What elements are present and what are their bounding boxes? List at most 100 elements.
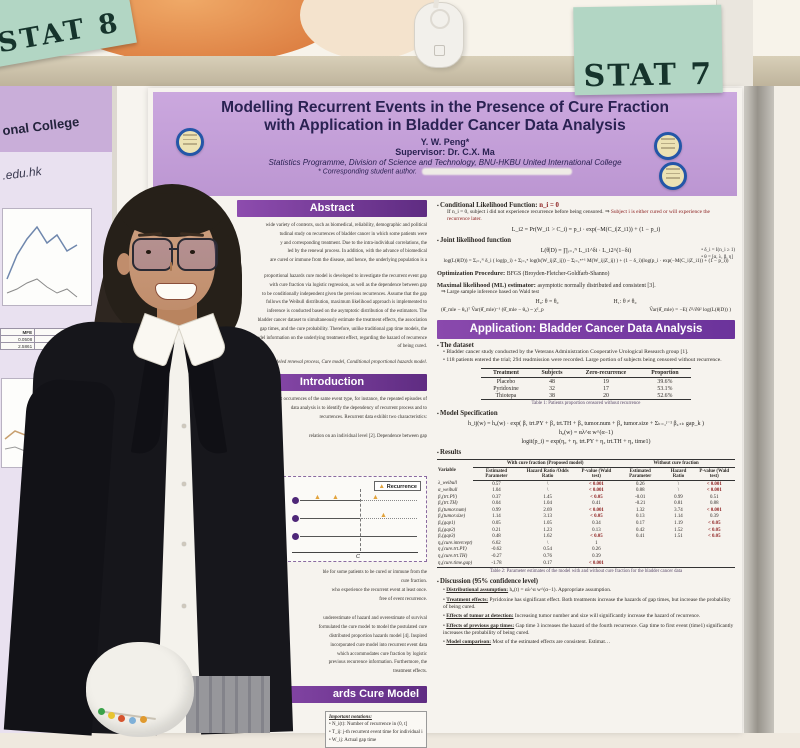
- wald-formulas-row: (θ̂_mle − θ₀)ᵀ V̂ar(θ̂_mle)⁻¹ (θ̂_mle − …: [437, 307, 735, 313]
- hazard-model-formula: h_ij(w) = h₀(w) · exp( β₁ trt.PY + β₂ tr…: [467, 421, 705, 428]
- discussion-item: Treatment effects: Pyridoxine has signif…: [443, 597, 735, 611]
- optimization-procedure: Optimization Procedure: BFGS (Broyden-Fl…: [437, 269, 610, 277]
- text-line: incorporated cure model into recurrent e…: [330, 642, 427, 648]
- recurrence-figure: ▲ Recurrence ▲ ▲ ▲ ▲ C: [283, 476, 427, 563]
- table2-caption: Table 2: Parameter estimates of the mode…: [489, 568, 683, 574]
- table1-patients: Treatment Subjects Zero-recurrence Propo…: [481, 368, 691, 401]
- bracelet-bead: [140, 716, 147, 723]
- shirt-button: [182, 424, 186, 428]
- timeline-dotted: [361, 518, 417, 520]
- device-ring-icon: [430, 9, 450, 29]
- section-header-introduction: Introduction: [237, 373, 427, 391]
- table-row: λ_weibull 0.57 \ < 0.001 0.26 \ < 0.001: [438, 481, 722, 487]
- person-shirt-cuff: [86, 642, 194, 737]
- timeline: [300, 500, 360, 502]
- conditional-likelihood-note: If n_i = 0, subject i did not experience…: [447, 209, 710, 215]
- text-line: which accommodates cure fraction by logi…: [336, 651, 427, 657]
- table-row: β₂(trt.TH) 0.04 1.04 0.41 -0.21 0.81 0.88: [438, 501, 719, 507]
- table-row: β₃(tumor.num) 0.99 2.69 < 0.001 1.32 3.74 < 0.…: [438, 507, 722, 513]
- discussion-list: Distributional assumption: h₀(t) = αλ^α …: [437, 587, 735, 646]
- text-line: tudinal study on recurrences of bladder …: [279, 231, 427, 237]
- bracelet-bead: [129, 717, 136, 724]
- neighbor-mini-chart-1: [2, 208, 92, 306]
- table-row: α_weibull 1.04 \ < 0.001 0.88 \ < 0.001: [438, 488, 722, 494]
- dataset-title: The dataset: [437, 342, 735, 349]
- introduction-paragraph: the repeat occurrences of the same event…: [237, 396, 427, 422]
- joint-likelihood-title: Joint likelihood function: [437, 237, 735, 244]
- abstract-paragraph-1: wide variety of contexts, such as biomed…: [237, 222, 427, 266]
- right-wall: [774, 86, 800, 733]
- figure-legend-label: Recurrence: [386, 483, 417, 490]
- recurrence-marker-icon: ▲: [332, 494, 339, 502]
- section-header-application: Application: Bladder Cancer Data Analysi…: [437, 320, 735, 340]
- poster-right-column: Conditional Likelihood Function: n_i = 0…: [437, 198, 735, 646]
- wald-note: ⇒ Large sample inference based on Wald t…: [441, 288, 540, 295]
- joint-likelihood-formula: L(θ|D) = ∏ᵢ₌₁ᴺ L_i1^δi · L_i2^(1−δi): [540, 247, 632, 254]
- notation-item: • T_ij: j-th recurrent event time for in…: [329, 729, 423, 735]
- bracelet-bead: [98, 708, 105, 715]
- text-line: cure fraction.: [400, 578, 427, 584]
- discussion-item: Distributional assumption: h₀(t) = αλ^α …: [443, 587, 735, 594]
- subject-dot: [292, 533, 299, 541]
- text-line: with cure fraction via logistic regressi…: [269, 282, 427, 288]
- poster-title-banner: Modelling Recurrent Events in the Presen…: [153, 92, 737, 196]
- table-row: η₁(cure.trt.PY) -0.62 0.54 0.26: [438, 547, 601, 553]
- alt-hypothesis: H₁: θ ≠ θ₀: [613, 299, 637, 306]
- neighbor-poster-header: [0, 86, 112, 152]
- recurrence-marker-icon: ▲: [314, 494, 321, 502]
- conditional-likelihood-title: Conditional Likelihood Function: n_i = 0: [437, 202, 735, 209]
- introduction-dependence-line: relation on an individual level [2]. Dep…: [308, 434, 427, 440]
- dataset-bullet-1: Bladder cancer study conducted by the Ve…: [443, 349, 735, 357]
- discussion-item: Model comparison: Most of the estimated …: [443, 639, 735, 646]
- variance-formula: V̂ar(θ̂_mle) = −E( ∂²/∂θ² log(L(θ|D)) ): [649, 307, 731, 314]
- joint-likelihood-block: L(θ|D) = ∏ᵢ₌₁ᴺ L_i1^δi · L_i2^(1−δi) • δ…: [437, 247, 735, 260]
- table-row: η₃(cure.time.gap) -1.78 0.17 < 0.001: [438, 560, 604, 566]
- text-line: free of event recurrence.: [379, 596, 427, 602]
- bracelet-bead: [118, 715, 125, 722]
- person-glasses-bridge: [169, 248, 177, 250]
- conditional-likelihood-note2: recurrence later.: [447, 216, 482, 223]
- text-line: model information on the underlying trea…: [253, 335, 427, 341]
- neighbor-email-text: .edu.hk: [1, 163, 43, 183]
- text-line: gap times, and the cure probability. The…: [259, 326, 427, 332]
- table-row: β₁(trt.PY) 0.37 1.45 < 0.05 -0.01 0.99 0.51: [438, 494, 719, 500]
- text-line: are cured or immune from the disease, an…: [270, 258, 427, 264]
- shirt-button: [182, 604, 186, 608]
- cure-intro-paragraph-2: underestimate of hazard and overestimate…: [237, 615, 427, 677]
- baseline-hazard-formula: h₀(w) = αλ^α w^(α−1): [559, 430, 613, 437]
- table-row: Pyridoxine 32 17 53.1%: [493, 385, 673, 392]
- text-line: previous recurrence information. Further…: [328, 660, 427, 666]
- section-header-abstract: Abstract: [237, 200, 427, 217]
- text-line: data analysis is to identify the depende…: [290, 405, 427, 411]
- wald-statistic-formula: (θ̂_mle − θ₀)ᵀ V̂ar(θ̂_mle)⁻¹ (θ̂_mle − …: [441, 307, 544, 314]
- text-line: bladder cancer dataset to simultaneously…: [257, 317, 427, 323]
- text-line: ble for some patients to be cured or imm…: [322, 570, 427, 576]
- text-line: who experience the recurrent event at le…: [331, 587, 427, 593]
- text-line: follows the Weibull distribution, maximu…: [266, 300, 427, 306]
- text-line: underestimate of hazard and overestimate…: [323, 616, 427, 622]
- text-line: to be conditionally independent given th…: [262, 291, 427, 297]
- person-eye: [190, 250, 195, 254]
- timeline: [300, 536, 417, 538]
- clip-device: [414, 2, 464, 68]
- text-line: y and corresponding treatment. Due to th…: [280, 240, 427, 246]
- person-skirt: [186, 676, 270, 733]
- logit-formula: logit(p_i) = exp(η₀ + η₁ trt.PY + η₂ trt…: [521, 439, 651, 446]
- text-line: the repeat occurrences of the same event…: [263, 396, 427, 402]
- table-row: Placebo 48 19 39.6%: [496, 378, 673, 385]
- table-row: η₂(cure.trt.TH) -0.27 0.76 0.39: [438, 553, 601, 559]
- redacted-email: [421, 168, 572, 175]
- neighbor-table-header: MFE: [0, 328, 36, 336]
- results-title: Results: [437, 449, 735, 456]
- table-row: β₆(gap2) 0.21 1.23 0.13 0.42 1.52 < 0.05: [438, 527, 721, 533]
- person-glasses-right-lens: [177, 238, 218, 271]
- time-axis: [292, 552, 418, 554]
- cure-intro-paragraph-1: ble for some patients to be cured or imm…: [237, 569, 427, 604]
- person-nose: [170, 262, 172, 271]
- poster-supervisor: Supervisor: Dr. C.X. Ma: [395, 147, 495, 157]
- pin-sticker: [659, 162, 687, 190]
- footnote-text: * Corresponding student author.: [318, 168, 417, 176]
- table-row: η₀(cure.intercept) 6.62 \ 1: [438, 540, 598, 546]
- pin-sticker: [176, 128, 204, 156]
- text-line: of being cured.: [397, 344, 427, 350]
